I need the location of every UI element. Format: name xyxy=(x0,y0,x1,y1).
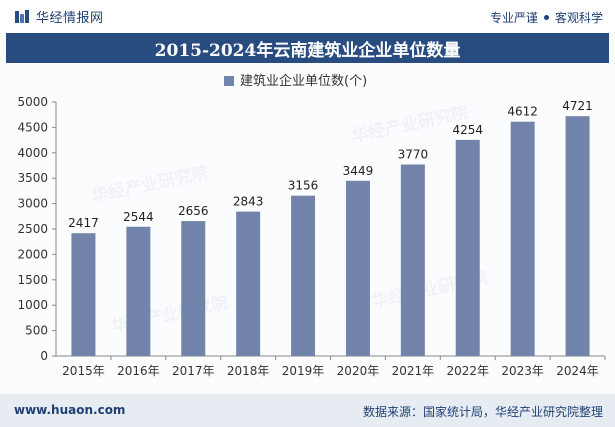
bar xyxy=(71,233,96,356)
bar-value-label: 4612 xyxy=(507,105,538,119)
bar xyxy=(510,121,535,356)
brand[interactable]: 华经情报网 xyxy=(14,7,104,26)
x-tick-label: 2018年 xyxy=(227,364,270,378)
y-tick-label: 0 xyxy=(40,349,48,363)
bar xyxy=(236,211,261,356)
chart-title: 2015-2024年云南建筑业企业单位数量 xyxy=(154,40,461,61)
bar xyxy=(400,164,425,356)
x-tick-label: 2023年 xyxy=(501,364,544,378)
brand-name: 华经情报网 xyxy=(36,11,104,26)
bar-chart: 建筑业企业单位数(个) 0 500 1000 1500 2000 2500 3000 3500… xyxy=(17,73,606,378)
bar xyxy=(126,226,151,356)
bar-value-label: 4721 xyxy=(562,99,593,113)
legend: 建筑业企业单位数(个) xyxy=(224,73,367,89)
footer-url[interactable]: www.huaon.com xyxy=(14,403,126,417)
x-tick-label: 2021年 xyxy=(392,364,435,378)
y-tick-label: 3000 xyxy=(17,197,48,211)
bar-value-label: 2544 xyxy=(123,210,154,224)
brand-logo-icon xyxy=(15,9,29,23)
x-tick-label: 2020年 xyxy=(337,364,380,378)
bar-value-label: 2843 xyxy=(233,195,264,209)
y-tick-label: 2500 xyxy=(17,222,48,236)
tagline-right: 客观科学 xyxy=(554,11,603,25)
x-tick-label: 2017年 xyxy=(172,364,215,378)
y-tick-label: 1000 xyxy=(17,298,48,312)
y-tick-label: 1500 xyxy=(17,273,48,287)
bar-value-label: 3156 xyxy=(288,179,319,193)
bar xyxy=(291,195,316,356)
tagline-left: 专业严谨 xyxy=(489,11,538,25)
x-tick-label: 2016年 xyxy=(117,364,160,378)
x-tick-label: 2022年 xyxy=(446,364,489,378)
x-tick-label: 2015年 xyxy=(62,364,105,378)
bar-value-label: 2656 xyxy=(178,204,209,218)
bar-value-label: 3449 xyxy=(343,164,374,178)
y-tick-label: 500 xyxy=(25,324,48,338)
bar xyxy=(345,180,370,356)
footer-source: 数据来源：国家统计局，华经产业研究院整理 xyxy=(362,405,603,419)
footer: www.huaon.com 数据来源：国家统计局，华经产业研究院整理 xyxy=(0,394,615,427)
bar xyxy=(565,116,590,356)
bar-value-label: 3770 xyxy=(398,147,429,161)
y-tick-label: 3500 xyxy=(17,171,48,185)
bar xyxy=(455,139,480,356)
y-ticks: 0 500 1000 1500 2000 2500 3000 3500 4000 4500 5000 xyxy=(17,95,56,363)
bars xyxy=(71,116,590,356)
tagline-dot-icon xyxy=(543,15,549,20)
legend-label: 建筑业企业单位数(个) xyxy=(240,73,367,89)
y-tick-label: 4000 xyxy=(17,146,48,160)
x-tick-label: 2019年 xyxy=(282,364,325,378)
x-tick-label: 2024年 xyxy=(556,364,599,378)
title-bar: 2015-2024年云南建筑业企业单位数量 xyxy=(6,33,609,63)
chart-area: 建筑业企业单位数(个) 0 500 1000 1500 2000 2500 3000 3500… xyxy=(0,66,615,386)
y-tick-label: 5000 xyxy=(17,95,48,109)
y-tick-label: 4500 xyxy=(17,120,48,134)
value-labels: 2417 2544 2656 2843 3156 3449 3770 4254 4612 4721 xyxy=(68,99,593,230)
tagline: 专业严谨 客观科学 xyxy=(490,9,603,26)
x-tick-labels: 2015年 2016年 2017年 2018年 2019年 2020年 2021年 2022年… xyxy=(62,356,606,378)
bar-value-label: 4254 xyxy=(452,123,483,137)
header-bar: 华经情报网 专业严谨 客观科学 xyxy=(0,0,615,33)
bar-value-label: 2417 xyxy=(68,216,99,230)
y-tick-label: 2000 xyxy=(17,247,48,261)
bar xyxy=(181,221,206,356)
legend-swatch xyxy=(224,76,234,86)
